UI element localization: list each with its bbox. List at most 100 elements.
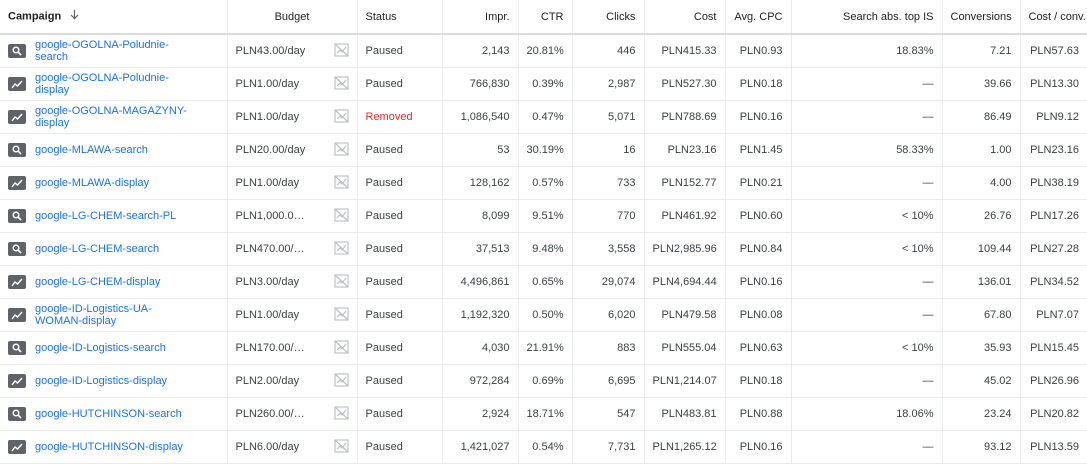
budget-value[interactable]: PLN1.00/day (235, 177, 300, 189)
ctr-value: 0.69% (518, 364, 573, 398)
impr-value: 1,192,320 (442, 298, 519, 332)
impr-value: 53 (442, 133, 519, 167)
chart-off-icon[interactable] (333, 273, 349, 291)
chart-off-icon[interactable] (333, 42, 349, 60)
table-row: google-ID-Logistics-display PLN2.00/day … (0, 364, 1087, 398)
column-header-conversions[interactable]: Conversions (942, 0, 1021, 35)
column-header-impr[interactable]: Impr. (442, 0, 519, 35)
column-header-ctr[interactable]: CTR (518, 0, 573, 35)
cost-value: PLN555.04 (644, 331, 726, 365)
clicks-value: 733 (572, 166, 645, 200)
chart-off-icon[interactable] (333, 207, 349, 225)
conversions-value: 93.12 (942, 430, 1021, 464)
column-header-search-abs-top-is[interactable]: Search abs. top IS (791, 0, 943, 35)
conversions-value: 1.00 (942, 133, 1021, 167)
table-row: google-ID-Logistics-search PLN170.00/d..… (0, 331, 1087, 365)
budget-value[interactable]: PLN260.00/d... (235, 408, 306, 420)
chart-off-icon[interactable] (333, 141, 349, 159)
budget-value[interactable]: PLN1,000.00... (235, 210, 306, 222)
budget-cell: PLN1.00/day (235, 306, 349, 324)
column-header-campaign[interactable]: Campaign (0, 0, 228, 35)
ctr-value: 0.39% (518, 67, 573, 101)
impr-value: 4,496,861 (442, 265, 519, 299)
budget-value[interactable]: PLN470.00/d... (235, 243, 306, 255)
budget-value[interactable]: PLN43.00/day (235, 45, 306, 57)
campaign-name-link[interactable]: google-ID-Logistics-search (35, 342, 166, 354)
campaign-cell: google-OGOLNA-Poludnie-display (8, 72, 219, 96)
ctr-value: 18.71% (518, 397, 573, 431)
chart-off-icon[interactable] (333, 438, 349, 456)
table-row: google-OGOLNA-Poludnie-search PLN43.00/d… (0, 34, 1087, 68)
chart-off-icon[interactable] (333, 339, 349, 357)
column-header-cost-per-conv[interactable]: Cost / conv. (1020, 0, 1087, 35)
display-campaign-icon (8, 308, 26, 322)
budget-value[interactable]: PLN3.00/day (235, 276, 300, 288)
campaign-name-link[interactable]: google-ID-Logistics-display (35, 375, 168, 387)
budget-value[interactable]: PLN1.00/day (235, 111, 300, 123)
display-campaign-icon (8, 275, 26, 289)
campaign-name-link[interactable]: google-MLAWA-search (35, 144, 148, 156)
campaign-name-link[interactable]: google-OGOLNA-Poludnie-search (35, 39, 169, 63)
avg-cpc-value: PLN0.63 (725, 331, 792, 365)
cost-value: PLN415.33 (644, 34, 726, 68)
chart-off-icon[interactable] (333, 108, 349, 126)
display-campaign-icon (8, 440, 26, 454)
budget-cell: PLN260.00/d... (235, 405, 349, 423)
column-header-avg-cpc[interactable]: Avg. CPC (725, 0, 792, 35)
clicks-value: 6,695 (572, 364, 645, 398)
campaign-name-link[interactable]: google-LG-CHEM-display (35, 276, 161, 288)
conversions-value: 4.00 (942, 166, 1021, 200)
cost-per-conv-value: PLN9.12 (1020, 100, 1087, 134)
arrow-down-icon[interactable] (70, 10, 79, 23)
chart-off-icon[interactable] (333, 174, 349, 192)
chart-off-icon[interactable] (333, 372, 349, 390)
clicks-value: 770 (572, 199, 645, 233)
table-row: google-HUTCHINSON-search PLN260.00/d... … (0, 397, 1087, 431)
campaign-name-link[interactable]: google-OGOLNA-MAGAZYNY-display (35, 105, 187, 129)
campaign-name-link[interactable]: google-MLAWA-display (35, 177, 150, 189)
campaign-name-link[interactable]: google-LG-CHEM-search (35, 243, 160, 255)
column-header-cost[interactable]: Cost (644, 0, 726, 35)
chart-off-icon[interactable] (333, 405, 349, 423)
conversions-value: 35.93 (942, 331, 1021, 365)
campaign-name-link[interactable]: google-HUTCHINSON-search (35, 408, 182, 420)
avg-cpc-value: PLN0.60 (725, 199, 792, 233)
search-abs-top-is-value: — (791, 265, 943, 299)
chart-off-icon[interactable] (333, 306, 349, 324)
impr-value: 4,030 (442, 331, 519, 365)
campaign-name-link[interactable]: google-OGOLNA-Poludnie-display (35, 72, 169, 96)
column-header-budget[interactable]: Budget (227, 0, 358, 35)
table-row: google-LG-CHEM-display PLN3.00/day Pause… (0, 265, 1087, 299)
impr-value: 2,143 (442, 34, 519, 68)
budget-value[interactable]: PLN170.00/d... (235, 342, 306, 354)
chart-off-icon[interactable] (333, 75, 349, 93)
budget-value[interactable]: PLN6.00/day (235, 441, 300, 453)
avg-cpc-value: PLN0.16 (725, 265, 792, 299)
cost-value: PLN1,214.07 (644, 364, 726, 398)
cost-value: PLN483.81 (644, 397, 726, 431)
search-abs-top-is-value: < 10% (791, 232, 943, 266)
cost-per-conv-value: PLN38.19 (1020, 166, 1087, 200)
cost-per-conv-value: PLN34.52 (1020, 265, 1087, 299)
cost-per-conv-value: PLN27.28 (1020, 232, 1087, 266)
column-header-status[interactable]: Status (357, 0, 443, 35)
search-abs-top-is-value: 18.06% (791, 397, 943, 431)
campaign-name-link[interactable]: google-ID-Logistics-UA-WOMAN-display (35, 303, 152, 327)
ctr-value: 20.81% (518, 34, 573, 68)
status-value: Paused (357, 166, 443, 200)
cost-value: PLN461.92 (644, 199, 726, 233)
status-value: Paused (357, 265, 443, 299)
impr-value: 1,086,540 (442, 100, 519, 134)
avg-cpc-value: PLN0.93 (725, 34, 792, 68)
impr-value: 2,924 (442, 397, 519, 431)
column-header-clicks[interactable]: Clicks (572, 0, 645, 35)
budget-value[interactable]: PLN1.00/day (235, 78, 300, 90)
budget-value[interactable]: PLN1.00/day (235, 309, 300, 321)
chart-off-icon[interactable] (333, 240, 349, 258)
budget-value[interactable]: PLN2.00/day (235, 375, 300, 387)
cost-value: PLN479.58 (644, 298, 726, 332)
campaign-name-link[interactable]: google-HUTCHINSON-display (35, 441, 183, 453)
campaign-name-link[interactable]: google-LG-CHEM-search-PL (35, 210, 177, 222)
campaign-cell: google-ID-Logistics-UA-WOMAN-display (8, 303, 219, 327)
budget-value[interactable]: PLN20.00/day (235, 144, 306, 156)
